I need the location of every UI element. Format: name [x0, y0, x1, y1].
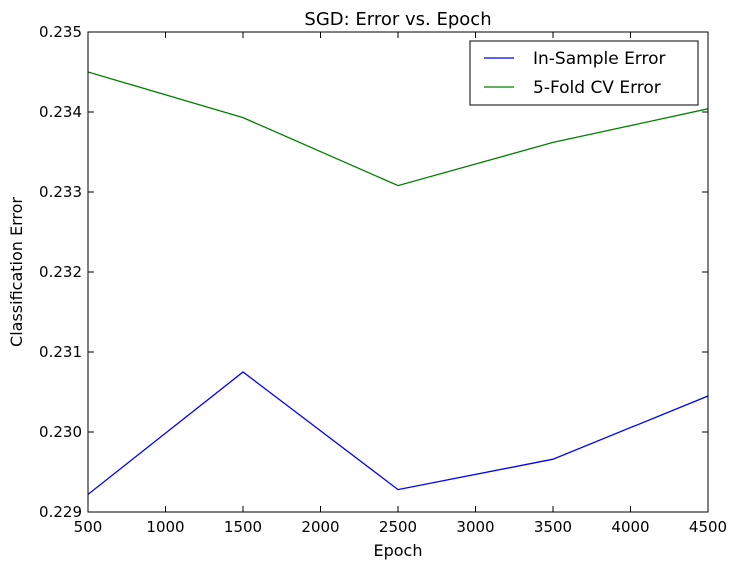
legend-label-cv: 5-Fold CV Error [533, 78, 661, 98]
x-tick-label: 1000 [146, 518, 184, 536]
x-tick-label: 3000 [456, 518, 494, 536]
legend-box [469, 40, 699, 106]
y-tick-label: 0.233 [39, 183, 82, 201]
x-tick-label: 2000 [301, 518, 339, 536]
y-axis-title: Classification Error [7, 197, 26, 347]
x-tick-label: 2500 [379, 518, 417, 536]
plot-lines [88, 71, 708, 495]
series-line-1 [88, 71, 708, 187]
y-tick-label: 0.230 [39, 423, 82, 441]
x-tick-label: 1500 [224, 518, 262, 536]
y-tick-label: 0.235 [39, 23, 82, 41]
x-axis: 500 1000 1500 2000 2500 3000 3500 4000 4500 [74, 32, 727, 536]
x-tick-label: 3500 [534, 518, 572, 536]
x-axis-title: Epoch [374, 541, 423, 560]
y-tick-label: 0.232 [39, 263, 82, 281]
legend: In-Sample Error 5-Fold CV Error [469, 40, 699, 106]
x-tick-label: 4000 [611, 518, 649, 536]
series-line-0 [88, 371, 708, 495]
legend-label-in-sample: In-Sample Error [533, 49, 666, 69]
y-tick-label: 0.234 [39, 103, 82, 121]
y-tick-label: 0.229 [39, 503, 82, 521]
y-tick-label: 0.231 [39, 343, 82, 361]
y-axis: 0.229 0.230 0.231 0.232 0.233 0.234 0.235 [39, 23, 708, 521]
x-tick-label: 500 [74, 518, 103, 536]
x-tick-label: 4500 [689, 518, 727, 536]
chart-title: SGD: Error vs. Epoch [304, 9, 491, 30]
